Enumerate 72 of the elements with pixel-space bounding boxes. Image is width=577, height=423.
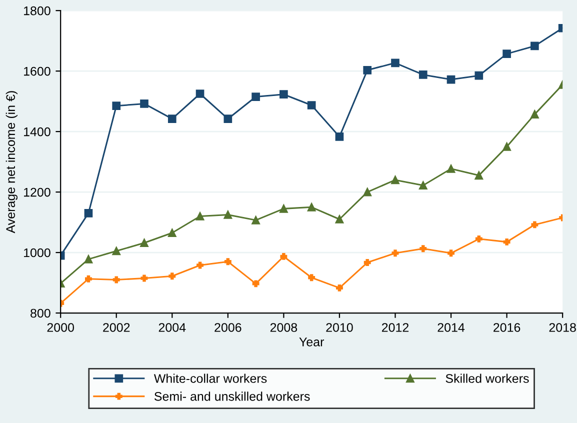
point xyxy=(224,258,232,266)
point xyxy=(503,238,510,246)
point xyxy=(307,101,316,110)
point xyxy=(224,210,232,219)
point xyxy=(112,102,121,110)
point xyxy=(112,276,120,284)
point xyxy=(420,245,427,252)
x-tick-label: 2014 xyxy=(438,323,465,332)
point xyxy=(418,70,428,79)
x-tick-label: 2002 xyxy=(103,323,130,332)
point xyxy=(392,250,399,257)
point xyxy=(308,274,316,282)
y-tick-label: 1000 xyxy=(24,248,50,258)
point xyxy=(530,42,539,50)
point xyxy=(391,176,400,184)
point xyxy=(530,110,539,118)
point xyxy=(252,216,260,224)
y-tick-label: 800 xyxy=(30,308,50,318)
y-tick-label: 1600 xyxy=(24,66,50,76)
legend-label: Skilled workers xyxy=(446,374,529,383)
point xyxy=(196,212,204,220)
point xyxy=(475,235,482,242)
point xyxy=(474,71,484,80)
x-tick-label: 2016 xyxy=(494,323,520,332)
point xyxy=(196,262,204,269)
point xyxy=(140,238,148,248)
point xyxy=(446,75,456,84)
y-axis-title: Average net income (in €) xyxy=(6,91,18,234)
point xyxy=(168,228,176,238)
point xyxy=(112,246,121,256)
point xyxy=(280,252,288,260)
point xyxy=(168,114,176,124)
point xyxy=(85,275,92,282)
point xyxy=(391,58,400,68)
x-tick-label: 2008 xyxy=(270,323,298,332)
point xyxy=(363,66,372,74)
point xyxy=(196,90,204,98)
point xyxy=(84,209,93,218)
y-tick-label: 1200 xyxy=(24,188,50,197)
point xyxy=(502,50,511,58)
legend-label: Semi- and unskilled workers xyxy=(154,392,310,401)
y-tick-label: 1800 xyxy=(24,6,50,16)
point xyxy=(446,164,456,173)
point xyxy=(168,272,176,280)
point xyxy=(363,188,372,196)
point xyxy=(418,181,428,190)
point xyxy=(531,221,538,228)
x-tick-label: 2004 xyxy=(158,323,186,332)
legend-label: White-collar workers xyxy=(154,374,267,383)
x-tick-label: 2018 xyxy=(549,323,576,332)
point xyxy=(307,202,316,212)
point xyxy=(364,259,371,266)
x-tick-label: 2000 xyxy=(47,323,74,332)
point xyxy=(502,142,511,151)
point xyxy=(252,92,260,101)
point xyxy=(335,215,344,224)
y-tick-label: 1400 xyxy=(24,127,50,136)
point xyxy=(252,280,260,288)
point xyxy=(335,132,344,141)
point xyxy=(84,255,93,264)
x-tick-label: 2010 xyxy=(326,323,353,332)
point xyxy=(280,204,288,213)
point xyxy=(336,284,343,292)
point xyxy=(224,114,232,124)
point xyxy=(280,90,288,99)
x-axis-title: Year xyxy=(299,338,324,346)
point xyxy=(474,171,484,180)
x-tick-label: 2006 xyxy=(214,323,242,332)
x-tick-label: 2012 xyxy=(382,323,409,332)
point xyxy=(140,274,148,282)
point xyxy=(448,250,454,257)
point xyxy=(140,100,148,108)
